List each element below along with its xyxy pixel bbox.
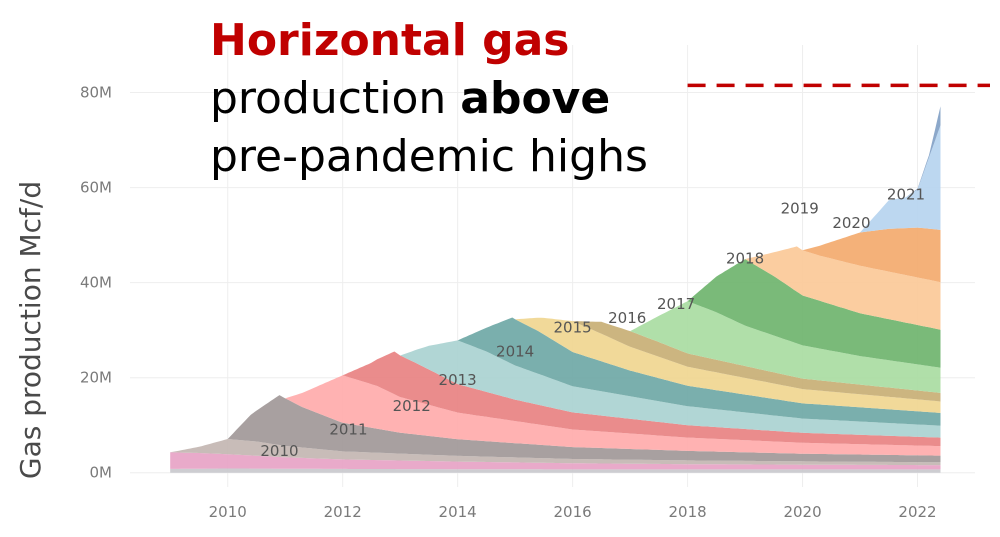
y-axis-label: Gas production Mcf/d	[14, 181, 47, 479]
headline-line-3: pre-pandemic highs	[210, 131, 648, 182]
vintage-labels: 2010 2011 2012 2013 2014 2015 2016 2017 2018 2019…	[260, 185, 925, 460]
x-axis-ticks: 2010 2012 2014 2016 2018 2020 2022	[209, 503, 937, 521]
area-series-2010	[227, 395, 941, 463]
vintage-label-2015: 2015	[554, 319, 592, 337]
area-series-2021	[860, 125, 941, 233]
x-tick-label: 2012	[324, 503, 362, 521]
area-series-2015	[515, 317, 941, 413]
area-series-2013	[400, 340, 941, 438]
vintage-label-2012: 2012	[393, 397, 431, 415]
x-tick-label: 2020	[783, 503, 821, 521]
y-tick-label: 20M	[80, 369, 112, 387]
vintage-label-2021: 2021	[887, 185, 925, 203]
area-series-2020	[802, 227, 941, 283]
headline-highlight: Horizontal gas	[210, 15, 570, 66]
x-tick-label: 2018	[668, 503, 706, 521]
x-tick-label: 2016	[554, 503, 592, 521]
area-series-2011	[285, 375, 941, 456]
y-tick-label: 0M	[90, 464, 113, 482]
area-series-2019	[745, 246, 941, 330]
area-series-2016	[572, 321, 941, 402]
vintage-label-2017: 2017	[657, 295, 695, 313]
headline: Horizontal gas production above pre-pand…	[210, 12, 690, 186]
x-tick-label: 2014	[439, 503, 477, 521]
vintage-label-2019: 2019	[781, 200, 819, 218]
headline-line-2: production above	[210, 70, 690, 128]
area-series-2010	[170, 439, 941, 466]
area-series-2018	[687, 259, 941, 368]
y-tick-label: 40M	[80, 274, 112, 292]
y-axis-ticks: 0M 20M 40M 60M 80M	[80, 84, 112, 482]
grid-lines	[130, 45, 975, 487]
area-series-2012	[342, 351, 941, 447]
vintage-label-2010: 2010	[260, 442, 298, 460]
area-series-base	[170, 468, 941, 473]
vintage-label-2018: 2018	[726, 250, 764, 268]
area-series	[170, 106, 941, 473]
y-tick-label: 60M	[80, 179, 112, 197]
x-tick-label: 2010	[209, 503, 247, 521]
vintage-label-2013: 2013	[439, 371, 477, 389]
area-series-2017	[630, 301, 941, 393]
area-series-2014	[457, 317, 941, 426]
vintage-label-2011: 2011	[329, 421, 367, 439]
x-tick-label: 2022	[898, 503, 936, 521]
headline-line-2-text: production	[210, 73, 461, 124]
area-series-base	[170, 452, 941, 470]
y-tick-label: 80M	[80, 84, 112, 102]
vintage-label-2014: 2014	[496, 342, 534, 360]
headline-emphasis: above	[460, 73, 611, 124]
vintage-label-2016: 2016	[608, 309, 646, 327]
vintage-label-2020: 2020	[832, 214, 870, 232]
